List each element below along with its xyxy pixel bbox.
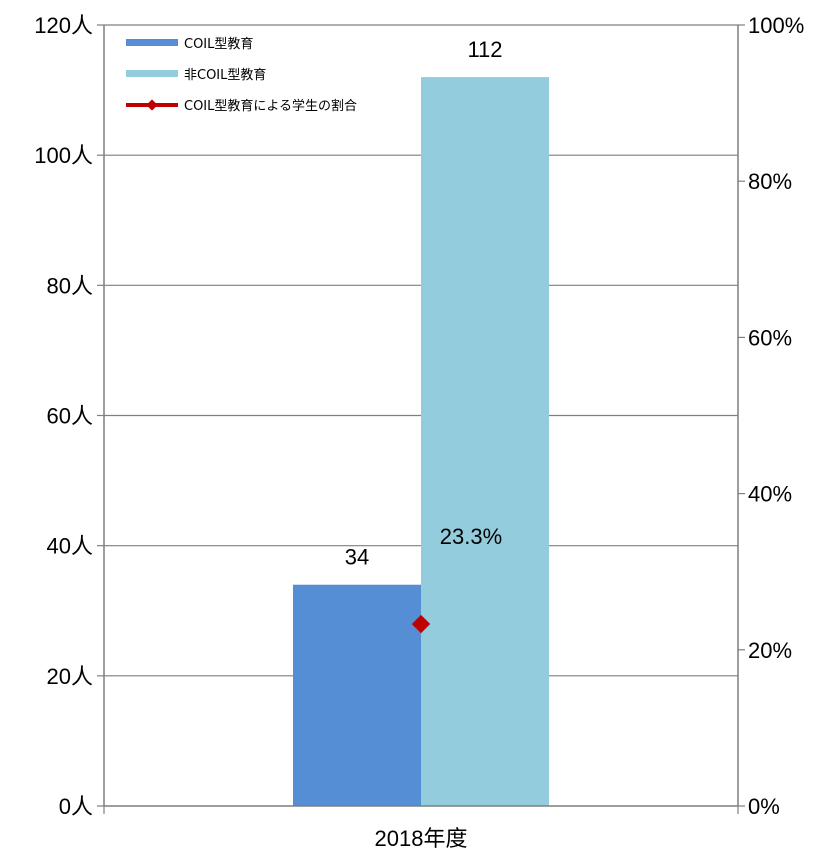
right-tick-label: 0% <box>748 794 780 819</box>
right-tick-label: 40% <box>748 482 792 507</box>
ratio-markers <box>411 614 431 634</box>
bars <box>293 77 549 807</box>
data-labels: 34 112 23.3% <box>345 37 503 570</box>
bar-non-coil <box>421 77 549 807</box>
ratio-marker <box>411 614 431 634</box>
legend-swatch-coil <box>126 39 178 46</box>
legend-label-coil: COIL型教育 <box>184 36 253 52</box>
data-label-coil: 34 <box>345 545 369 570</box>
category-label: 2018年度 <box>375 826 468 851</box>
data-label-non-coil: 112 <box>467 37 502 62</box>
legend-swatch-non-coil <box>126 70 178 77</box>
right-tick-label: 20% <box>748 638 792 663</box>
right-tick-label: 80% <box>748 169 792 194</box>
left-tick-label: 40人 <box>47 534 93 559</box>
data-label-ratio: 23.3% <box>440 524 502 549</box>
left-tick-label: 0人 <box>59 794 93 819</box>
left-tick-label: 20人 <box>47 664 93 689</box>
left-tick-label: 120人 <box>34 13 93 38</box>
right-tick-label: 100% <box>748 13 804 38</box>
left-axis-ticks: 0人 20人 40人 60人 80人 100人 120人 <box>34 13 104 819</box>
left-tick-label: 80人 <box>47 273 93 298</box>
right-axis-ticks: 0% 20% 40% 60% 80% 100% <box>738 13 804 819</box>
left-tick-label: 100人 <box>34 143 93 168</box>
legend: COIL型教育 非COIL型教育 COIL型教育による学生の割合 <box>126 36 357 114</box>
left-tick-label: 60人 <box>47 404 93 429</box>
bar-coil <box>293 584 421 806</box>
right-tick-label: 60% <box>748 325 792 350</box>
legend-label-non-coil: 非COIL型教育 <box>184 67 266 83</box>
category-labels: 2018年度 <box>375 826 468 851</box>
legend-label-ratio: COIL型教育による学生の割合 <box>184 98 357 114</box>
